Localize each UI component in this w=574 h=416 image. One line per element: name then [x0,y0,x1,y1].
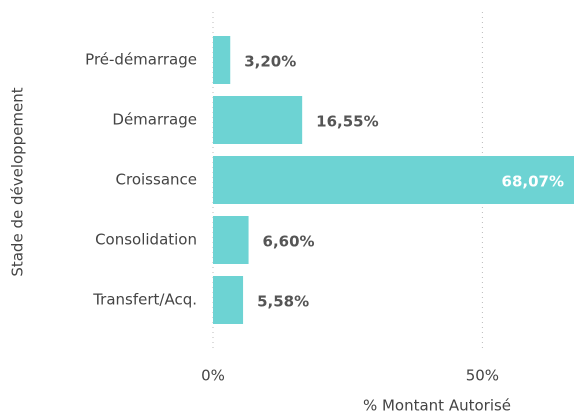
y-tick-label: Transfert/Acq. [92,291,197,309]
x-axis-label: % Montant Autorisé [363,397,511,415]
y-tick-label: Croissance [116,171,197,189]
y-tick-label: Démarrage [112,111,197,129]
x-tick-label: 0% [201,367,225,385]
data-label: 16,55% [316,113,378,131]
y-tick-label: Pré-démarrage [85,51,197,69]
y-axis-label: Stade de développement [9,87,27,276]
bar [213,36,231,84]
bar [213,276,244,324]
data-label: 5,58% [257,293,309,311]
bar [213,96,303,144]
data-label: 68,07% [502,173,564,191]
y-tick-label: Consolidation [95,231,197,249]
x-tick-label: 50% [466,367,499,385]
data-label: 6,60% [263,233,315,251]
bar [213,216,249,264]
data-label: 3,20% [244,53,296,71]
bar [213,156,574,204]
